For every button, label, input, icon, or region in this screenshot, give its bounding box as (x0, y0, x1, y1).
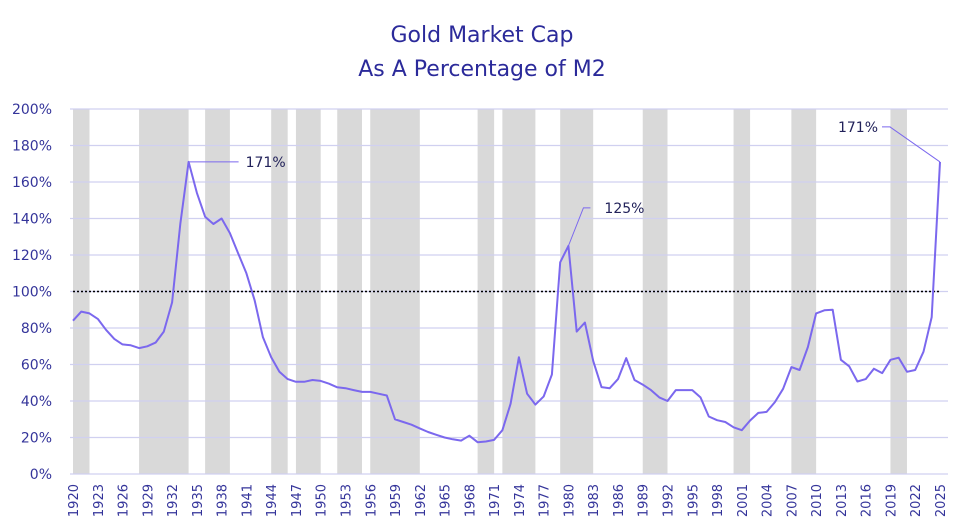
y-tick-label: 100% (12, 285, 52, 301)
x-tick-label: 1977 (538, 484, 553, 517)
x-tick-label: 2022 (909, 484, 924, 517)
chart-title: Gold Market Cap (390, 23, 573, 48)
x-tick-label: 1983 (587, 484, 602, 517)
x-tick-label: 1920 (67, 484, 82, 517)
chart-subtitle: As A Percentage of M2 (358, 57, 605, 82)
x-tick-label: 1938 (216, 484, 231, 517)
annotation-label: 171% (246, 155, 286, 171)
series-line (72, 160, 941, 444)
x-tick-label: 2013 (835, 484, 850, 517)
x-tick-label: 1974 (513, 484, 528, 517)
y-tick-label: 120% (12, 248, 52, 264)
x-tick-label: 1935 (191, 484, 206, 517)
y-tick-label: 40% (21, 394, 52, 410)
y-tick-label: 180% (12, 139, 52, 155)
x-tick-label: 1926 (117, 484, 132, 517)
annotation-label: 171% (838, 120, 878, 136)
y-tick-label: 80% (21, 321, 52, 337)
annotation-leader (882, 126, 941, 163)
y-tick-label: 20% (21, 431, 52, 447)
y-tick-label: 140% (12, 212, 52, 228)
y-tick-label: 60% (21, 358, 52, 374)
x-tick-label: 1941 (240, 484, 255, 517)
annotations: 171% 125% 171% (188, 120, 941, 247)
x-tick-label: 1992 (662, 484, 677, 517)
x-tick-label: 1956 (364, 484, 379, 517)
x-tick-label: 2010 (810, 484, 825, 517)
x-tick-label: 1953 (339, 484, 354, 517)
x-tick-label: 1929 (141, 484, 156, 517)
x-tick-label: 1995 (686, 484, 701, 517)
y-axis: 0% 20% 40% 60% 80% 100% 120% 140% 160% 180% 200% (12, 102, 52, 483)
x-tick-label: 2025 (934, 484, 949, 517)
x-tick-label: 1923 (92, 484, 107, 517)
x-tick-label: 2007 (785, 484, 800, 517)
x-tick-label: 2016 (860, 484, 875, 517)
x-tick-label: 1959 (389, 484, 404, 517)
y-tick-label: 0% (30, 467, 52, 483)
x-tick-label: 2004 (761, 484, 776, 517)
annotation-leader (567, 207, 591, 247)
x-tick-label: 1962 (414, 484, 429, 517)
x-tick-label: 1944 (265, 484, 280, 517)
x-tick-label: 1932 (166, 484, 181, 517)
x-tick-label: 2001 (736, 484, 751, 517)
annotation-label: 125% (604, 201, 644, 217)
y-tick-label: 200% (12, 102, 52, 118)
x-tick-label: 1965 (439, 484, 454, 517)
x-tick-label: 1971 (488, 484, 503, 517)
x-tick-label: 1950 (315, 484, 330, 517)
x-tick-label: 1989 (637, 484, 652, 517)
x-tick-label: 1968 (463, 484, 478, 517)
x-tick-label: 1998 (711, 484, 726, 517)
x-axis: 1920 1923 1926 1929 1932 1935 1938 1941 1944 1947… (67, 484, 949, 517)
x-tick-label: 1986 (612, 484, 627, 517)
x-tick-label: 1947 (290, 484, 305, 517)
x-tick-label: 1980 (562, 484, 577, 517)
x-tick-label: 2019 (884, 484, 899, 517)
y-tick-label: 160% (12, 175, 52, 191)
